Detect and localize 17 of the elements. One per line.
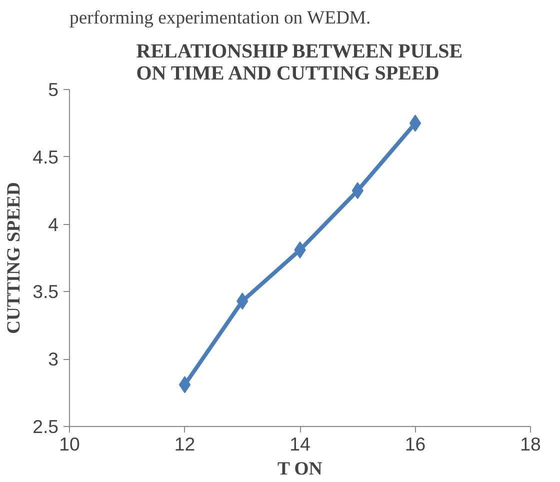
x-tick-label: 12 bbox=[174, 434, 196, 454]
y-tick-label: 4.5 bbox=[32, 146, 59, 168]
y-tick-label: 2.5 bbox=[32, 416, 59, 437]
x-tick-label: 10 bbox=[59, 434, 80, 454]
chart-title: RELATIONSHIP BETWEEN PULSE ON TIME AND CUTTING SPEED bbox=[136, 40, 463, 84]
y-tick-label: 4 bbox=[48, 214, 59, 235]
x-tick-label: 18 bbox=[520, 434, 541, 454]
x-tick-label: 14 bbox=[290, 434, 310, 454]
text: performing experimentation on WEDM. bbox=[70, 8, 371, 28]
x-tick-label: 16 bbox=[404, 434, 426, 454]
point bbox=[409, 114, 422, 132]
y-tick-label: 5 bbox=[48, 79, 59, 100]
y-tick-label: 3.5 bbox=[32, 281, 59, 302]
point bbox=[178, 376, 191, 394]
x-axis-title: T ON bbox=[277, 458, 323, 480]
y-tick-label: 3 bbox=[48, 348, 59, 370]
y-axis-title: CUTTING SPEED bbox=[4, 182, 25, 334]
